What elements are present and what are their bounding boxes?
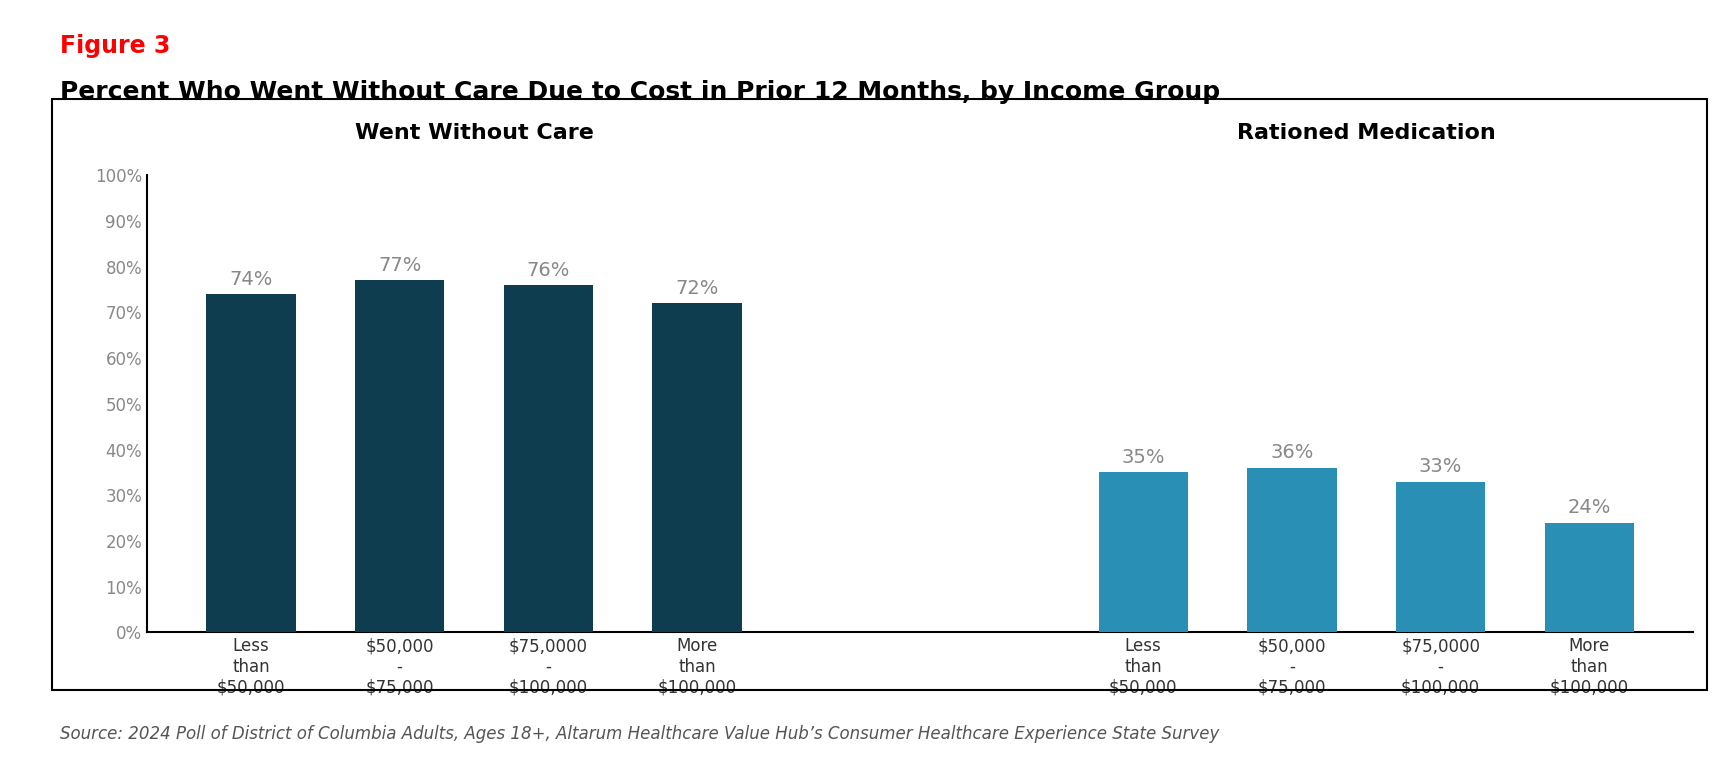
- Text: Rationed Medication: Rationed Medication: [1237, 123, 1496, 143]
- Text: 74%: 74%: [230, 270, 273, 289]
- Bar: [1099, 472, 1187, 632]
- Text: 24%: 24%: [1567, 498, 1610, 517]
- Text: 76%: 76%: [527, 261, 570, 280]
- Bar: [653, 303, 741, 632]
- Text: 36%: 36%: [1270, 443, 1313, 463]
- Text: 77%: 77%: [378, 256, 422, 275]
- Text: 72%: 72%: [676, 279, 719, 298]
- Text: 35%: 35%: [1121, 448, 1165, 467]
- Text: Went Without Care: Went Without Care: [354, 123, 593, 143]
- Bar: [1396, 482, 1486, 632]
- Bar: [1248, 468, 1336, 632]
- Text: Percent Who Went Without Care Due to Cost in Prior 12 Months, by Income Group: Percent Who Went Without Care Due to Cos…: [60, 80, 1220, 104]
- Text: Source: 2024 Poll of District of Columbia Adults, Ages 18+, Altarum Healthcare V: Source: 2024 Poll of District of Columbi…: [60, 725, 1220, 743]
- Bar: [206, 294, 295, 632]
- Bar: [354, 280, 444, 632]
- Bar: [505, 285, 593, 632]
- Bar: [1545, 523, 1635, 632]
- Text: 33%: 33%: [1419, 457, 1462, 476]
- Text: Figure 3: Figure 3: [60, 34, 171, 58]
